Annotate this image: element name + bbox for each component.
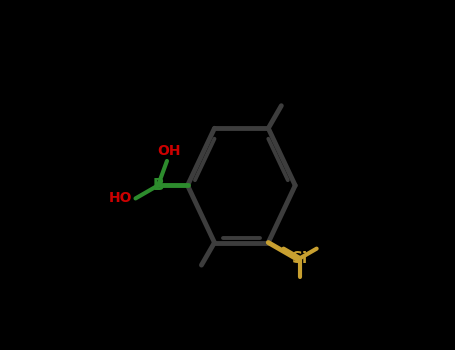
- Text: OH: OH: [157, 144, 181, 158]
- Text: HO: HO: [109, 191, 133, 205]
- Text: B: B: [152, 178, 164, 193]
- Text: Si: Si: [292, 251, 308, 266]
